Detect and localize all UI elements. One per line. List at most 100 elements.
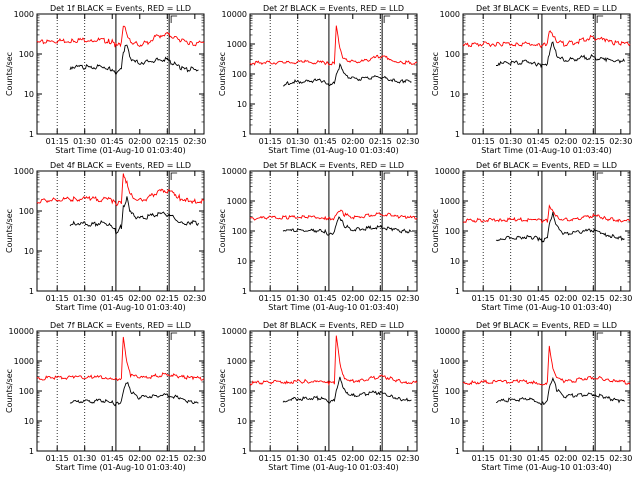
events-series-line: [69, 196, 199, 236]
y-tick-label: 10: [237, 417, 247, 426]
y-tick-label: 10: [237, 257, 247, 266]
x-tick-label: 02:30: [183, 294, 206, 303]
events-series-line: [282, 62, 412, 87]
y-tick-label: 1: [242, 287, 247, 296]
plot-title: Det 3f BLACK = Events, RED = LLD: [476, 4, 617, 13]
plot-title: Det 7f BLACK = Events, RED = LLD: [50, 321, 191, 330]
lld-series-line: [462, 204, 631, 224]
y-tick-label: 1000: [440, 357, 460, 366]
x-tick-label: 02:00: [554, 137, 577, 146]
plot-frame: [462, 170, 631, 292]
plot-title: Det 8f BLACK = Events, RED = LLD: [263, 321, 404, 330]
detector-plot-8: Det 8f BLACK = Events, RED = LLD 1 10 100 10…: [218, 321, 419, 472]
x-tick-label: 01:15: [472, 454, 495, 463]
y-tick-label: 1000: [440, 10, 460, 19]
x-axis-label: Start Time (01-Aug-10 01:03:40): [268, 303, 399, 312]
lld-series-line: [249, 25, 418, 66]
x-tick-label: 01:45: [527, 294, 550, 303]
y-axis-label: Counts/sec: [5, 209, 14, 253]
y-axis-label: Counts/sec: [431, 369, 440, 413]
events-series-line: [69, 381, 199, 407]
x-tick-label: 02:15: [369, 137, 392, 146]
y-axis-label: Counts/sec: [5, 52, 14, 96]
events-series-line: [282, 216, 412, 236]
y-tick-label: 1000: [14, 167, 34, 176]
plot-frame: [462, 330, 631, 452]
x-tick-label: 02:15: [156, 454, 179, 463]
y-axis-label: Counts/sec: [431, 52, 440, 96]
detector-plot-6: Det 6f BLACK = Events, RED = LLD 1 10 100 10…: [431, 161, 632, 312]
lld-series-line: [36, 25, 205, 48]
plot-title: Det 6f BLACK = Events, RED = LLD: [476, 161, 617, 170]
y-tick-label: 10: [450, 417, 460, 426]
corner-bracket-mark: [383, 15, 391, 23]
y-tick-label: 10000: [222, 10, 247, 19]
y-tick-label: 10: [450, 257, 460, 266]
x-axis-label: Start Time (01-Aug-10 01:03:40): [268, 146, 399, 155]
y-tick-label: 10000: [222, 167, 247, 176]
y-axis-label: Counts/sec: [218, 52, 227, 96]
plot-title: Det 5f BLACK = Events, RED = LLD: [263, 161, 404, 170]
x-tick-label: 01:45: [101, 294, 124, 303]
y-tick-label: 100: [232, 227, 247, 236]
x-tick-label: 02:00: [341, 294, 364, 303]
events-series-line: [69, 44, 199, 76]
plot-frame: [249, 13, 418, 135]
x-tick-label: 02:30: [396, 294, 419, 303]
x-tick-label: 02:30: [396, 454, 419, 463]
y-tick-label: 1: [29, 130, 34, 139]
y-tick-label: 1000: [14, 357, 34, 366]
x-tick-label: 01:15: [259, 294, 282, 303]
x-tick-label: 01:30: [499, 137, 522, 146]
x-tick-label: 02:00: [554, 294, 577, 303]
y-tick-label: 100: [445, 387, 460, 396]
x-axis-label: Start Time (01-Aug-10 01:03:40): [481, 463, 612, 472]
x-axis-label: Start Time (01-Aug-10 01:03:40): [268, 463, 399, 472]
x-tick-label: 02:30: [609, 137, 632, 146]
detector-plot-3: Det 3f BLACK = Events, RED = LLD 1 10 100 10…: [431, 4, 632, 155]
plot-frame: [36, 170, 205, 292]
x-tick-label: 02:00: [128, 454, 151, 463]
y-tick-label: 1000: [227, 40, 247, 49]
events-series-line: [495, 212, 625, 244]
y-axis-label: Counts/sec: [5, 369, 14, 413]
corner-bracket-mark: [383, 332, 391, 340]
y-axis-label: Counts/sec: [431, 209, 440, 253]
y-tick-label: 100: [19, 387, 34, 396]
x-tick-label: 02:30: [609, 294, 632, 303]
y-tick-label: 10000: [435, 327, 460, 336]
y-tick-label: 1: [455, 287, 460, 296]
events-series-line: [282, 376, 412, 404]
y-tick-label: 100: [19, 207, 34, 216]
y-tick-label: 1: [455, 130, 460, 139]
plot-title: Det 1f BLACK = Events, RED = LLD: [50, 4, 191, 13]
detector-plot-5: Det 5f BLACK = Events, RED = LLD 1 10 100 10…: [218, 161, 419, 312]
x-tick-label: 02:00: [341, 137, 364, 146]
detector-plot-1: Det 1f BLACK = Events, RED = LLD 1 10 100 10…: [5, 4, 206, 155]
x-tick-label: 01:45: [314, 137, 337, 146]
x-tick-label: 01:45: [527, 454, 550, 463]
corner-bracket-mark: [596, 332, 604, 340]
events-series-line: [496, 41, 625, 69]
corner-bracket-mark: [596, 15, 604, 23]
plot-frame: [36, 13, 205, 135]
x-tick-label: 02:15: [369, 294, 392, 303]
y-tick-label: 10: [24, 90, 34, 99]
corner-bracket-mark: [170, 15, 178, 23]
x-axis-label: Start Time (01-Aug-10 01:03:40): [55, 146, 186, 155]
x-tick-label: 01:15: [46, 137, 69, 146]
x-tick-label: 01:45: [101, 454, 124, 463]
y-axis-label: Counts/sec: [218, 369, 227, 413]
x-tick-label: 01:15: [259, 454, 282, 463]
x-tick-label: 01:30: [499, 294, 522, 303]
corner-bracket-mark: [383, 172, 391, 180]
x-tick-label: 02:30: [183, 454, 206, 463]
y-tick-label: 1000: [14, 10, 34, 19]
y-tick-label: 1: [29, 447, 34, 456]
lld-series-line: [249, 209, 418, 221]
x-axis-label: Start Time (01-Aug-10 01:03:40): [481, 146, 612, 155]
x-tick-label: 02:30: [396, 137, 419, 146]
x-tick-label: 01:15: [46, 294, 69, 303]
x-axis-label: Start Time (01-Aug-10 01:03:40): [481, 303, 612, 312]
